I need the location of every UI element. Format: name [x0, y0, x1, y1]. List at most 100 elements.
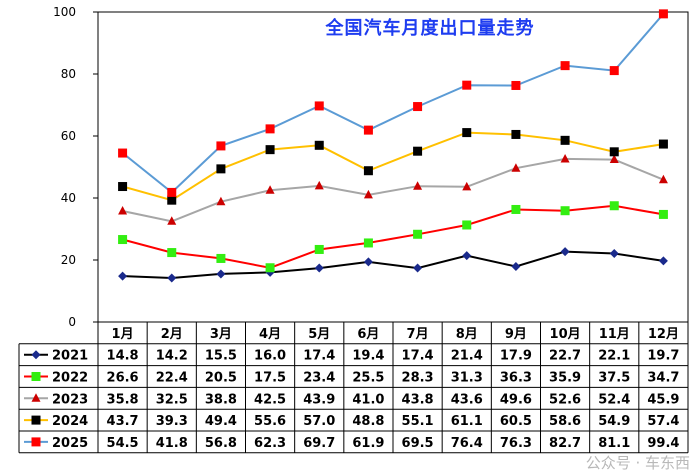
data-point-2022	[216, 253, 226, 263]
table-cell: 82.7	[549, 436, 581, 451]
legend-marker-2023	[31, 393, 41, 402]
table-cell: 21.4	[451, 349, 483, 364]
data-point-2025	[363, 125, 373, 135]
legend-label-2022: 2022	[52, 371, 88, 386]
data-point-2023	[609, 154, 619, 164]
legend-label-2021: 2021	[52, 349, 88, 364]
data-point-2023	[265, 185, 275, 194]
data-point-2025	[216, 141, 226, 151]
table-cell: 32.5	[156, 392, 188, 407]
table-cell: 56.8	[205, 436, 237, 451]
table-cell: 49.4	[205, 414, 237, 429]
legend-marker-2021	[31, 350, 41, 360]
table-cell: 38.8	[205, 392, 237, 407]
table-cell: 43.7	[107, 414, 139, 429]
table-cell: 36.3	[500, 371, 532, 386]
data-point-2021	[216, 269, 226, 279]
data-point-2023	[462, 181, 472, 191]
data-point-2023	[560, 153, 570, 163]
series-line-2022	[122, 204, 664, 269]
data-point-2024	[658, 139, 668, 149]
legend-marker-2022	[31, 372, 41, 381]
table-cell: 14.2	[156, 349, 188, 364]
data-point-2024	[462, 128, 472, 138]
data-point-2024	[609, 147, 619, 157]
table-cell: 54.9	[598, 414, 630, 429]
data-point-2022	[265, 263, 275, 273]
table-cell: 19.4	[352, 349, 384, 364]
data-point-2023	[511, 163, 521, 172]
table-cell: 17.4	[402, 349, 434, 364]
data-point-2024	[511, 129, 521, 139]
data-point-2025	[462, 80, 472, 90]
data-point-2024	[216, 164, 226, 174]
table-cell: 22.1	[598, 349, 630, 364]
table-cell: 55.1	[402, 414, 434, 429]
table-cell: 25.5	[352, 371, 384, 386]
table-cell: 22.4	[156, 371, 188, 386]
data-point-2022	[511, 204, 521, 214]
table-cell: 45.9	[647, 392, 679, 407]
data-point-2022	[314, 244, 324, 254]
x-tick-label: 4月	[259, 327, 281, 342]
data-point-2024	[118, 182, 128, 192]
table-cell: 58.6	[549, 414, 581, 429]
data-point-2023	[167, 216, 177, 225]
data-point-2022	[363, 238, 373, 248]
x-tick-label: 9月	[505, 327, 527, 342]
data-point-2021	[413, 263, 423, 273]
table-cell: 37.5	[598, 371, 630, 386]
table-cell: 26.6	[107, 371, 139, 386]
data-point-2021	[314, 263, 324, 273]
table-cell: 52.4	[598, 392, 630, 407]
chart-title: 全国汽车月度出口量走势	[325, 17, 535, 39]
table-cell: 69.5	[402, 436, 434, 451]
table-cell: 19.7	[647, 349, 679, 364]
x-tick-label: 3月	[210, 327, 232, 342]
table-cell: 57.0	[303, 414, 335, 429]
legend-label-2024: 2024	[52, 414, 88, 429]
table-cell: 61.1	[451, 414, 483, 429]
table-cell: 34.7	[647, 371, 679, 386]
table-cell: 61.9	[352, 436, 384, 451]
table-cell: 22.7	[549, 349, 581, 364]
data-point-2024	[265, 145, 275, 155]
data-point-2023	[658, 174, 668, 184]
table-cell: 41.8	[156, 436, 188, 451]
table-cell: 76.3	[500, 436, 532, 451]
data-point-2025	[560, 61, 570, 71]
data-point-2025	[118, 148, 128, 158]
y-tick-label: 80	[61, 67, 76, 81]
table-cell: 20.5	[205, 371, 237, 386]
data-point-2025	[314, 101, 324, 111]
data-point-2022	[560, 206, 570, 216]
series-line-2024	[122, 131, 664, 202]
table-cell: 16.0	[254, 349, 286, 364]
y-tick-label: 60	[61, 129, 76, 143]
data-point-2025	[167, 187, 177, 197]
data-point-2022	[609, 201, 619, 211]
x-tick-label: 10月	[550, 327, 581, 342]
data-point-2023	[118, 206, 128, 215]
data-point-2021	[609, 248, 619, 258]
x-tick-label: 2月	[161, 327, 183, 342]
table-cell: 35.8	[107, 392, 139, 407]
data-point-2021	[560, 247, 570, 257]
table-cell: 69.7	[303, 436, 335, 451]
table-cell: 15.5	[205, 349, 237, 364]
table-cell: 17.9	[500, 349, 532, 364]
table-cell: 54.5	[107, 436, 139, 451]
y-tick-label: 0	[68, 315, 76, 329]
table-cell: 49.6	[500, 392, 532, 407]
table-cell: 52.6	[549, 392, 581, 407]
legend-marker-2025	[31, 437, 41, 447]
table-cell: 43.8	[402, 392, 434, 407]
plot-border	[97, 11, 689, 323]
table-cell: 99.4	[647, 436, 679, 451]
table-cell: 35.9	[549, 371, 581, 386]
x-tick-label: 12月	[648, 327, 679, 342]
data-point-2023	[314, 180, 324, 190]
legend-marker-2024	[31, 415, 41, 425]
table-cell: 39.3	[156, 414, 188, 429]
